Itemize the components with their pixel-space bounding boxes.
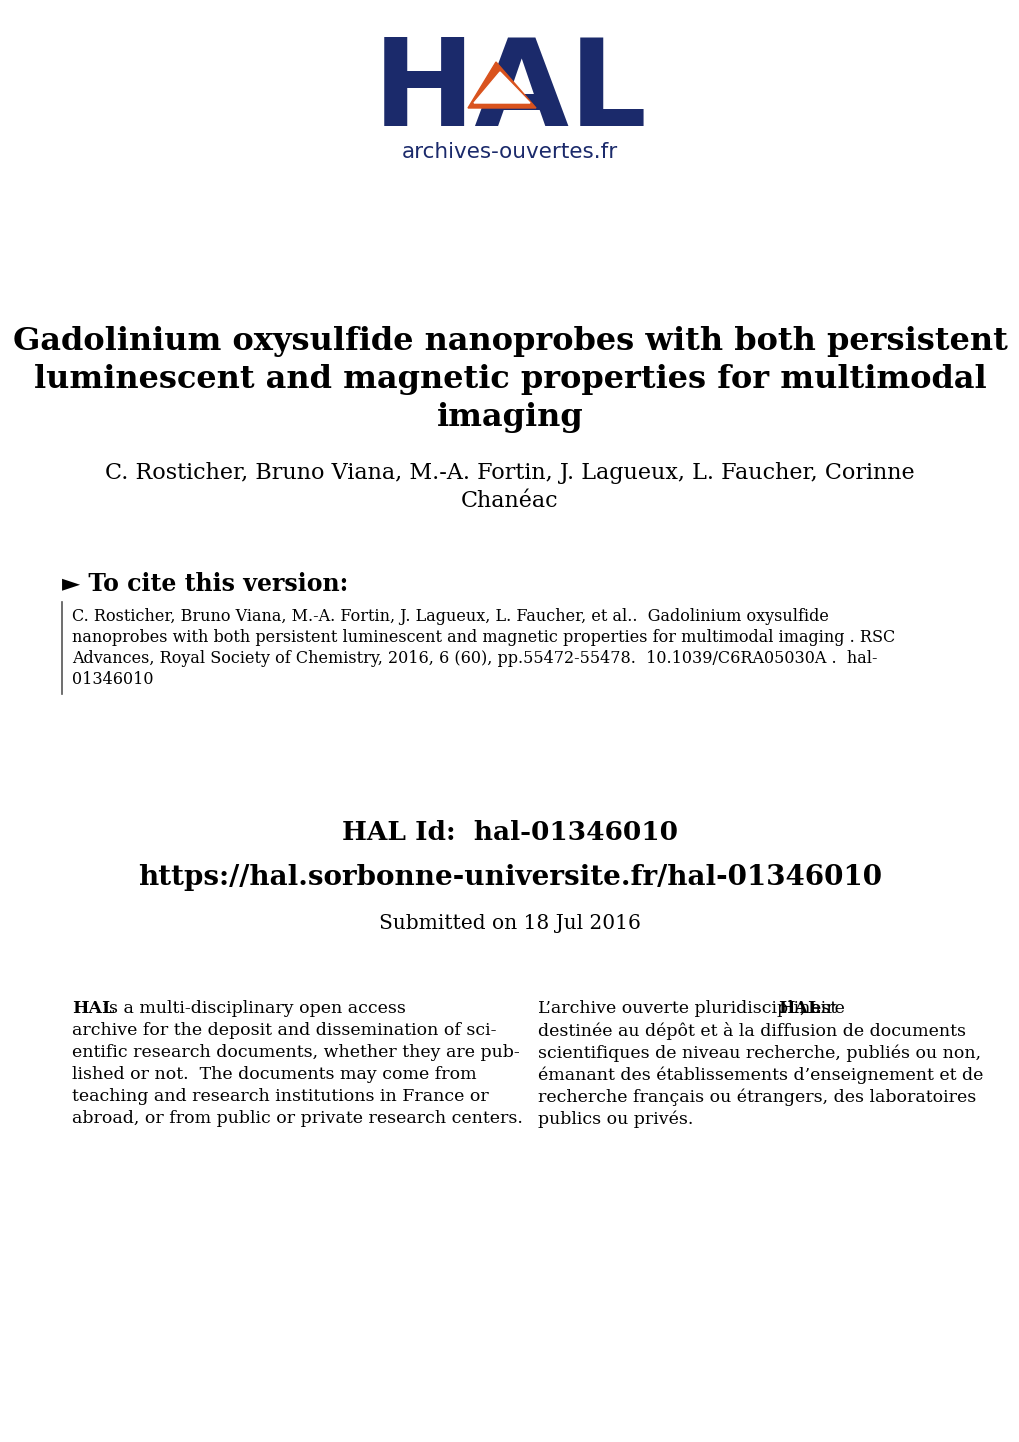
Text: is a multi-disciplinary open access: is a multi-disciplinary open access (98, 999, 406, 1017)
Text: Gadolinium oxysulfide nanoprobes with both persistent: Gadolinium oxysulfide nanoprobes with bo… (12, 326, 1007, 358)
Text: , est: , est (800, 999, 837, 1017)
Polygon shape (468, 62, 535, 108)
Text: Submitted on 18 Jul 2016: Submitted on 18 Jul 2016 (379, 914, 640, 933)
Text: HAL Id:  hal-01346010: HAL Id: hal-01346010 (341, 820, 678, 845)
Text: L’archive ouverte pluridisciplinaire: L’archive ouverte pluridisciplinaire (537, 999, 850, 1017)
Text: HAL: HAL (72, 999, 114, 1017)
Text: luminescent and magnetic properties for multimodal: luminescent and magnetic properties for … (34, 363, 985, 395)
Text: scientifiques de niveau recherche, publiés ou non,: scientifiques de niveau recherche, publi… (537, 1044, 980, 1061)
Text: entific research documents, whether they are pub-: entific research documents, whether they… (72, 1044, 520, 1061)
Text: lished or not.  The documents may come from: lished or not. The documents may come fr… (72, 1066, 476, 1083)
Text: recherche français ou étrangers, des laboratoires: recherche français ou étrangers, des lab… (537, 1089, 975, 1106)
Text: teaching and research institutions in France or: teaching and research institutions in Fr… (72, 1089, 488, 1105)
Text: Advances, Royal Society of Chemistry, 2016, 6 (60), pp.55472-55478.  10.1039/C6R: Advances, Royal Society of Chemistry, 20… (72, 650, 876, 668)
Text: 01346010: 01346010 (72, 671, 153, 688)
Text: destinée au dépôt et à la diffusion de documents: destinée au dépôt et à la diffusion de d… (537, 1022, 965, 1040)
Text: archive for the deposit and dissemination of sci-: archive for the deposit and disseminatio… (72, 1022, 496, 1040)
Text: archives-ouvertes.fr: archives-ouvertes.fr (401, 141, 618, 162)
Text: HAL: HAL (777, 999, 820, 1017)
Text: imaging: imaging (436, 402, 583, 433)
Text: publics ou privés.: publics ou privés. (537, 1110, 693, 1128)
Text: nanoprobes with both persistent luminescent and magnetic properties for multimod: nanoprobes with both persistent luminesc… (72, 629, 895, 646)
Text: ► To cite this version:: ► To cite this version: (62, 572, 347, 596)
Text: C. Rosticher, Bruno Viana, M.-A. Fortin, J. Lagueux, L. Faucher, Corinne: C. Rosticher, Bruno Viana, M.-A. Fortin,… (105, 461, 914, 485)
Text: C. Rosticher, Bruno Viana, M.-A. Fortin, J. Lagueux, L. Faucher, et al..  Gadoli: C. Rosticher, Bruno Viana, M.-A. Fortin,… (72, 609, 828, 624)
Text: émanant des établissements d’enseignement et de: émanant des établissements d’enseignemen… (537, 1066, 982, 1083)
Text: Chanéac: Chanéac (461, 490, 558, 512)
Text: HAL: HAL (372, 33, 647, 150)
Text: https://hal.sorbonne-universite.fr/hal-01346010: https://hal.sorbonne-universite.fr/hal-0… (138, 864, 881, 891)
Polygon shape (474, 72, 530, 102)
Text: abroad, or from public or private research centers.: abroad, or from public or private resear… (72, 1110, 523, 1128)
